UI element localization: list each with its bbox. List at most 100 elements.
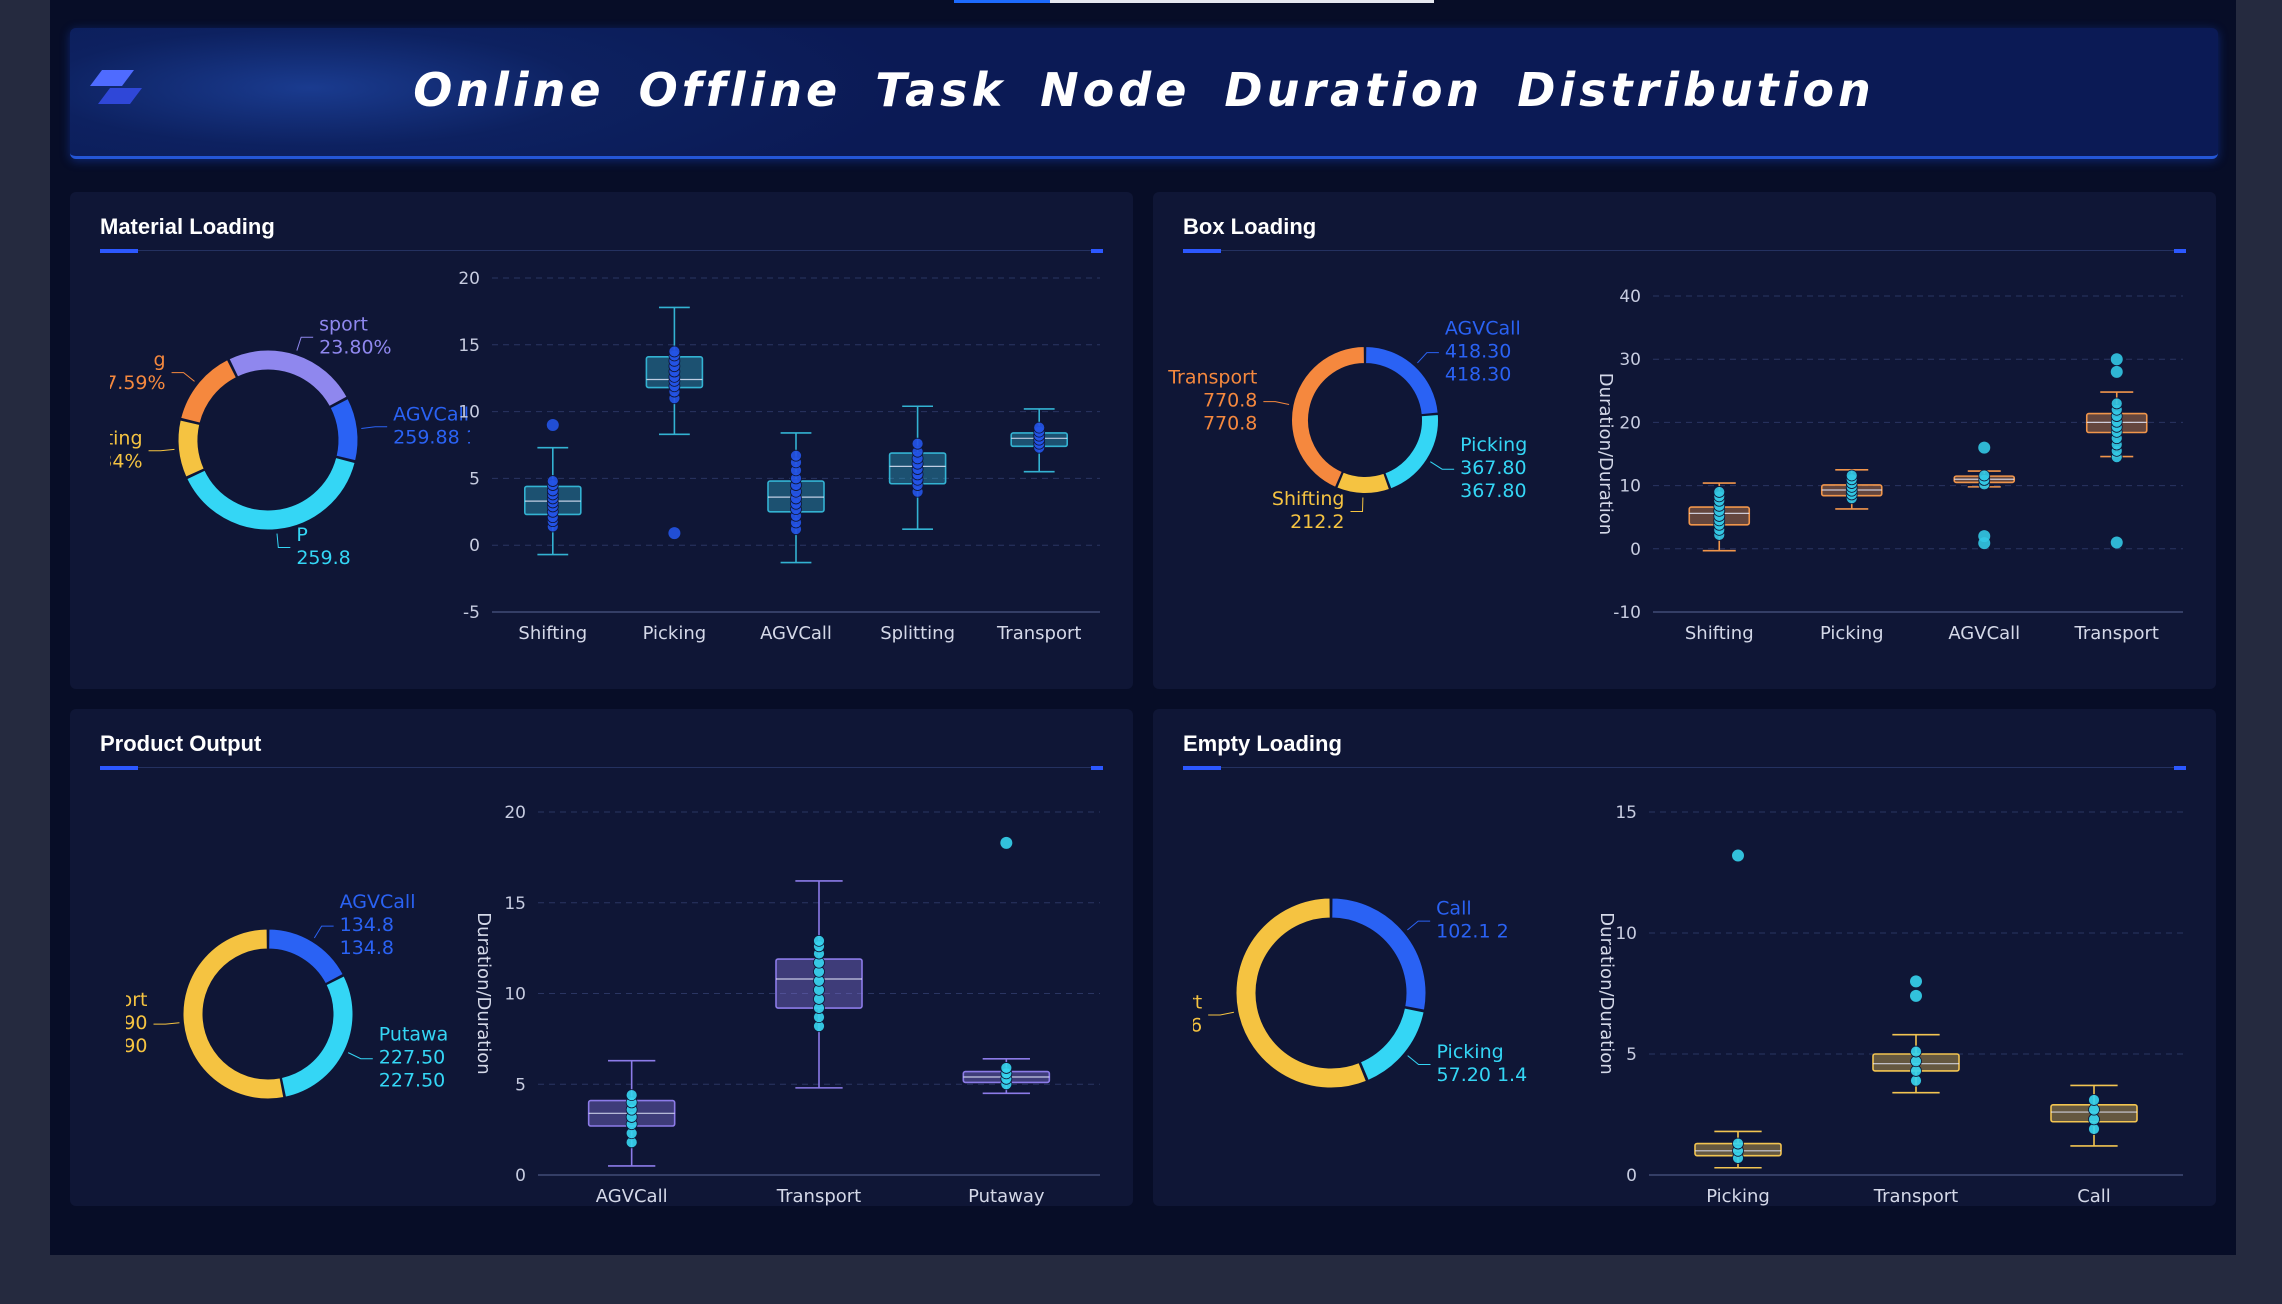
y-tick-label: 0 xyxy=(469,536,480,556)
label-leader-line xyxy=(1350,497,1364,512)
x-tick-label: AGVCall xyxy=(596,1186,668,1206)
outlier-point xyxy=(1978,537,1991,550)
label-leader-line xyxy=(296,336,314,351)
label-leader-line xyxy=(313,925,334,939)
donut-slice-label: port xyxy=(1163,992,1202,1014)
panel-divider xyxy=(1183,767,2186,768)
divider-accent-right xyxy=(2174,249,2186,253)
x-tick-label: Shifting xyxy=(518,623,587,644)
y-axis-label: Duration/Duration xyxy=(1596,912,1617,1074)
x-tick-label: Transport xyxy=(996,623,1081,644)
donut-slice-label: 418.30 xyxy=(1445,341,1511,363)
x-tick-label: Picking xyxy=(1706,1186,1770,1206)
page-title: Online Offline Task Node Duration Distri… xyxy=(413,63,1875,117)
donut-slice-label: 212.2 xyxy=(1290,511,1344,533)
donut-slice-label: P xyxy=(296,524,307,546)
y-tick-label: 15 xyxy=(504,894,526,914)
data-point xyxy=(2110,397,2123,410)
data-point xyxy=(625,1089,638,1102)
x-tick-label: AGVCall xyxy=(1948,623,2020,644)
boxplot-chart: 0 5 10 15 20 Duration/Duration AGVCall Transpor… xyxy=(473,803,1100,1206)
label-leader-line xyxy=(1407,1055,1431,1065)
y-tick-label: 0 xyxy=(1630,540,1641,560)
active-tab-indicator xyxy=(954,0,1050,3)
outlier-point xyxy=(1978,441,1991,454)
divider-accent-right xyxy=(1091,766,1103,770)
outlier-point xyxy=(1910,975,1922,988)
donut-slice-label: 418.30 xyxy=(1445,364,1511,386)
panel-title: Box Loading xyxy=(1183,214,1317,239)
y-tick-label: 5 xyxy=(515,1075,526,1095)
donut-slice-label: 134.8 xyxy=(340,937,394,959)
label-leader-line xyxy=(361,426,388,429)
x-tick-label: Picking xyxy=(643,623,707,644)
outlier-point xyxy=(2110,365,2123,378)
donut-slice-label: 259.88 11.3 xyxy=(393,426,508,448)
donut-slice-label: 227.50 xyxy=(379,1047,445,1069)
panel-divider xyxy=(100,250,1103,251)
y-tick-label: -5 xyxy=(463,603,480,623)
donut-slice-label: 23.80% xyxy=(319,337,391,359)
panel-title: Empty Loading xyxy=(1183,731,1342,756)
outlier-point xyxy=(546,418,559,431)
label-leader-line xyxy=(1208,1011,1234,1016)
y-tick-label: 5 xyxy=(469,469,480,489)
divider-accent-left xyxy=(100,249,138,253)
y-tick-label: 20 xyxy=(504,803,526,823)
divider-accent-right xyxy=(2174,766,2186,770)
data-point xyxy=(1732,1137,1744,1150)
top-scroll-indicator xyxy=(1050,0,1434,3)
label-leader-line xyxy=(347,1052,373,1060)
data-point xyxy=(1000,1062,1013,1074)
y-tick-label: 30 xyxy=(1619,350,1641,370)
y-axis-label: Duration/Duration xyxy=(1595,373,1616,535)
donut-slice xyxy=(268,928,344,985)
product-output-chart: AGVCall134.8134.8Putawa227.50227.50anspo… xyxy=(126,803,1100,1206)
label-leader-line xyxy=(153,1022,180,1025)
x-tick-label: Transport xyxy=(776,1186,861,1206)
panel-title: Material Loading xyxy=(100,214,275,239)
donut-slice-label: AGVCall xyxy=(1445,318,1521,340)
label-leader-line xyxy=(1407,920,1431,931)
donut-slice-label: 134.8 xyxy=(340,914,394,936)
donut-slice-label: AGVCall xyxy=(340,891,416,913)
donut-slice-label: 7.59% xyxy=(105,372,165,394)
donut-chart: AGVCall134.8134.8Putawa227.50227.50anspo… xyxy=(126,891,448,1100)
data-point xyxy=(911,437,924,450)
outlier-point xyxy=(2110,353,2123,366)
empty-loading-panel: Empty Loading Call 102.1 2 Picking 57.20 1.… xyxy=(1153,709,2216,1206)
box-loading-chart: AGVCall418.30418.30Picking367.80367.80Sh… xyxy=(1167,287,2183,644)
material-loading-panel: Material Loading AGVCall 259.88 11.3 P 259.… xyxy=(70,192,1133,689)
data-point xyxy=(1978,469,1991,482)
donut-slice xyxy=(1331,897,1427,1011)
donut-slice-label: Picking xyxy=(1460,434,1527,456)
y-tick-label: 20 xyxy=(1619,413,1641,433)
y-tick-label: -10 xyxy=(1613,603,1641,623)
donut-slice xyxy=(1336,471,1391,494)
panel-divider xyxy=(1183,250,2186,251)
outlier-point xyxy=(668,527,681,540)
x-tick-label: Transport xyxy=(1873,1186,1958,1206)
boxplot-chart: -10 0 10 20 30 40 Duration/Duration Shifting Pic… xyxy=(1595,287,2183,644)
x-tick-label: AGVCall xyxy=(760,623,832,644)
donut-slice-label: Shifting xyxy=(70,427,143,449)
donut-slice-label: AGVCall xyxy=(393,403,469,425)
donut-slice-label: ) 4.76 xyxy=(1153,1015,1202,1037)
donut-slice xyxy=(186,456,356,531)
y-tick-label: 5 xyxy=(1626,1045,1637,1065)
y-tick-label: 10 xyxy=(504,985,526,1005)
x-tick-label: Call xyxy=(2077,1186,2111,1206)
donut-slice-label: Shifting xyxy=(1272,488,1345,510)
donut-slice-label: Call xyxy=(1436,898,1471,920)
donut-slice xyxy=(1235,897,1368,1089)
data-point xyxy=(546,475,559,487)
x-tick-label: Transport xyxy=(2074,623,2159,644)
y-tick-label: 15 xyxy=(458,336,480,356)
donut-slice xyxy=(228,349,348,408)
outlier-point xyxy=(1000,836,1013,849)
boxplot-chart: -5 0 5 10 15 20 Shifting Picking AGVCall Splittin… xyxy=(458,269,1100,644)
y-tick-label: 10 xyxy=(458,403,480,423)
data-point xyxy=(813,934,825,947)
